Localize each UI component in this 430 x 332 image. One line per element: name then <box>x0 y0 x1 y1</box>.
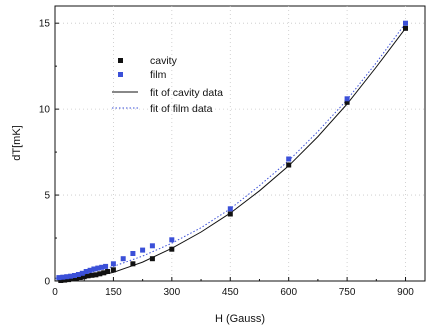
data-point-film <box>120 256 126 262</box>
data-point-film <box>83 269 89 274</box>
data-point-cavity <box>58 278 64 283</box>
data-point-film <box>91 266 97 272</box>
x-tick-label: 600 <box>280 287 297 298</box>
data-point-cavity <box>130 261 136 267</box>
x-tick-label: 900 <box>397 287 414 298</box>
data-point-film <box>68 273 74 279</box>
data-point-cavity <box>81 274 87 280</box>
data-point-cavity <box>110 267 116 273</box>
x-tick-label: 150 <box>105 287 122 298</box>
axes: 0 150 300 450 600 750 900 0 5 10 15 <box>39 19 414 298</box>
data-point-film <box>344 96 350 102</box>
data-point-cavity <box>93 272 99 278</box>
legend: cavity film fit of cavity data fit of fi… <box>112 55 223 115</box>
data-point-film <box>56 275 62 281</box>
data-point-film <box>95 265 101 271</box>
data-point-cavity <box>403 25 408 31</box>
grid <box>55 6 425 281</box>
data-point-film <box>87 267 93 273</box>
data-point-cavity <box>66 277 72 283</box>
legend-label-film-fit: fit of film data <box>150 103 213 115</box>
data-point-film <box>64 274 70 280</box>
x-axis-label: H (Gauss) <box>215 313 265 325</box>
data-point-film <box>60 274 66 280</box>
data-point-cavity <box>227 211 233 217</box>
data-point-cavity <box>73 275 79 281</box>
y-tick-label: 5 <box>44 191 50 202</box>
legend-marker-film <box>118 72 123 77</box>
data-point-film <box>75 272 81 277</box>
x-tick-label: 0 <box>52 287 58 298</box>
x-tick-label: 300 <box>163 287 180 298</box>
legend-marker-cavity <box>118 58 123 63</box>
data-point-film <box>403 20 408 26</box>
plot-area <box>54 5 426 282</box>
data-point-cavity <box>105 269 111 274</box>
data-point-film <box>149 243 155 249</box>
x-tick-label: 750 <box>339 287 356 298</box>
data-point-cavity <box>97 271 103 277</box>
data-point-cavity <box>62 277 68 283</box>
data-point-film <box>79 270 85 276</box>
series-layer <box>54 20 408 283</box>
data-point-cavity <box>169 246 175 252</box>
x-tick-label: 450 <box>222 287 239 298</box>
data-point-film <box>130 251 136 256</box>
y-tick-label: 0 <box>44 277 50 288</box>
data-point-film <box>110 261 116 267</box>
data-point-cavity <box>77 275 83 281</box>
data-point-cavity <box>149 256 155 262</box>
data-point-film <box>169 237 175 243</box>
data-point-film <box>99 264 105 270</box>
data-point-cavity <box>286 162 292 168</box>
data-point-cavity <box>89 272 95 278</box>
legend-label-cavity: cavity <box>150 55 178 67</box>
y-tick-label: 10 <box>39 105 51 116</box>
data-point-film <box>286 156 292 162</box>
y-axis-label: dT[mK] <box>11 125 23 160</box>
data-point-cavity <box>344 99 350 105</box>
data-point-cavity <box>70 276 75 282</box>
legend-label-cavity-fit: fit of cavity data <box>150 87 223 99</box>
data-point-cavity <box>85 273 91 279</box>
y-tick-label: 15 <box>39 19 51 30</box>
data-point-film <box>227 206 233 212</box>
data-point-film <box>140 247 146 253</box>
data-point-film <box>103 263 109 269</box>
legend-label-film: film <box>150 69 167 81</box>
data-point-film <box>72 273 77 278</box>
data-point-cavity <box>101 270 107 276</box>
